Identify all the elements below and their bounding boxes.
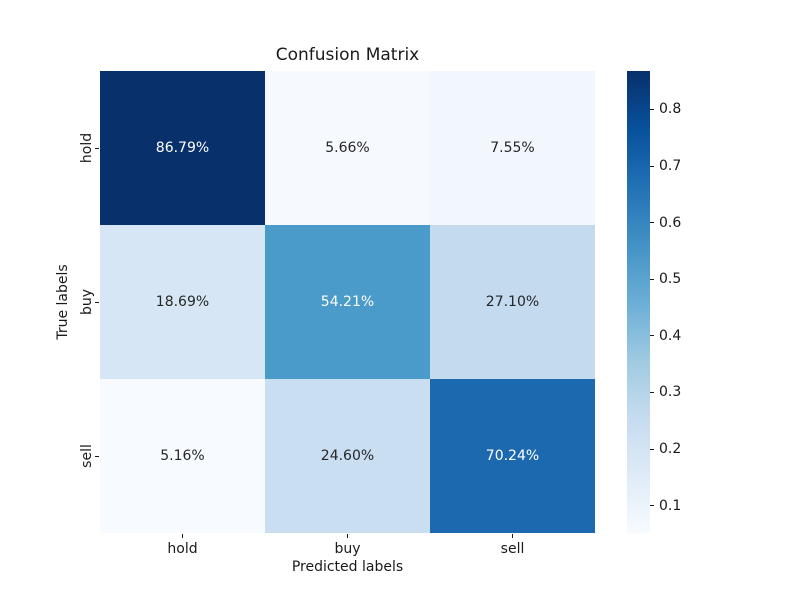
heatmap-cell-hold-hold: 86.79% <box>100 71 265 225</box>
chart-title: Confusion Matrix <box>275 45 420 65</box>
colorbar <box>627 71 650 533</box>
y-tick-label-buy: buy <box>79 288 95 316</box>
heatmap: 86.79% 5.66% 7.55% 18.69% 54.21% 27.10% 5.16% 2… <box>100 71 595 533</box>
x-axis-label: Predicted labels <box>291 559 404 575</box>
colorbar-tick-label-0.2: 0.2 <box>659 441 682 457</box>
heatmap-cell-buy-hold: 18.69% <box>100 225 265 379</box>
colorbar-tick-label-0.1: 0.1 <box>659 497 682 514</box>
colorbar-tick-label-0.4: 0.4 <box>659 327 682 344</box>
colorbar-tick-label-0.6: 0.6 <box>659 214 682 231</box>
colorbar-tick-0.7 <box>650 165 654 167</box>
colorbar-tick-0.5 <box>650 278 654 280</box>
y-axis-tick-sell <box>95 455 99 457</box>
y-axis-tick-hold <box>95 147 99 149</box>
x-tick-label-sell: sell <box>500 541 525 557</box>
y-axis-tick-buy <box>95 301 99 303</box>
colorbar-tick-label-0.5: 0.5 <box>659 271 682 288</box>
heatmap-cell-sell-hold: 5.16% <box>100 379 265 533</box>
colorbar-tick-0.2 <box>650 448 654 450</box>
heatmap-cell-buy-sell: 27.10% <box>430 225 595 379</box>
heatmap-cell-sell-sell: 70.24% <box>430 379 595 533</box>
colorbar-tick-label-0.7: 0.7 <box>659 158 682 175</box>
heatmap-cell-buy-buy: 54.21% <box>265 225 430 379</box>
x-axis-tick-sell <box>512 534 513 538</box>
colorbar-tick-0.1 <box>650 505 654 507</box>
x-tick-label-buy: buy <box>334 541 361 557</box>
y-axis-label: True labels <box>55 264 71 340</box>
x-tick-label-hold: hold <box>167 541 198 557</box>
colorbar-tick-label-0.8: 0.8 <box>659 101 682 118</box>
colorbar-tick-0.4 <box>650 335 654 337</box>
colorbar-tick-0.8 <box>650 108 654 110</box>
heatmap-cell-hold-sell: 7.55% <box>430 71 595 225</box>
colorbar-tick-0.3 <box>650 391 654 393</box>
heatmap-cell-hold-buy: 5.66% <box>265 71 430 225</box>
colorbar-tick-0.6 <box>650 222 654 224</box>
x-axis-tick-buy <box>347 534 348 538</box>
x-axis-tick-hold <box>182 534 183 538</box>
heatmap-cell-sell-buy: 24.60% <box>265 379 430 533</box>
y-tick-label-sell: sell <box>79 444 95 468</box>
y-tick-label-hold: hold <box>79 132 95 164</box>
colorbar-tick-label-0.3: 0.3 <box>659 384 682 401</box>
